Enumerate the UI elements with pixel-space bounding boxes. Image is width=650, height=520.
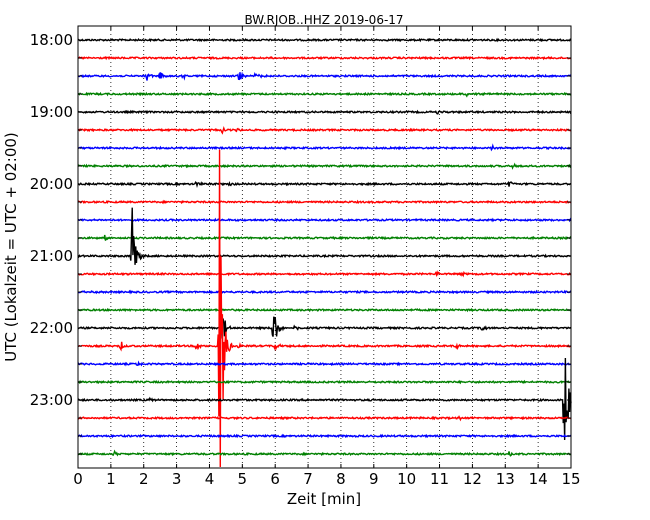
trace-line: [77, 125, 572, 135]
x-tick-label: 10: [397, 470, 416, 488]
trace-line: [77, 415, 572, 422]
x-tick-label: 2: [139, 470, 149, 488]
x-tick-label: 13: [496, 470, 515, 488]
x-tick-label: 8: [336, 470, 346, 488]
trace-line: [77, 307, 572, 313]
trace-line: [77, 360, 572, 367]
trace-line: [77, 180, 572, 188]
trace-line: [77, 207, 572, 265]
trace-line: [77, 199, 572, 205]
trace-line: [77, 109, 572, 115]
x-tick-label: 1: [106, 470, 116, 488]
trace-line: [77, 379, 572, 385]
trace-layer: [77, 37, 572, 468]
plot-frame: [77, 25, 572, 469]
trace-line: [77, 316, 572, 339]
trace-line: [77, 162, 572, 170]
trace-line: [77, 449, 572, 457]
trace-line: [77, 143, 572, 152]
x-tick-label: 11: [430, 470, 449, 488]
trace-line: [77, 289, 572, 295]
x-tick-label: 0: [73, 470, 83, 488]
y-axis-label: UTC (Lokalzeit = UTC + 02:00): [2, 132, 20, 362]
y-tick-label: 22:00: [30, 319, 73, 337]
trace-line: [77, 37, 572, 43]
grid-layer: [110, 26, 539, 468]
y-tick-label: 19:00: [30, 103, 73, 121]
y-tick-label: 23:00: [30, 391, 73, 409]
tick-layer: 0 1 2 3 4 5 6 7 8 9 10 11 12 13 14 1518:0019:0020:0021:…: [30, 26, 581, 488]
x-tick-label: 3: [172, 470, 182, 488]
chart-title: BW.RJOB..HHZ 2019-06-17: [244, 13, 403, 27]
trace-line: [77, 234, 572, 242]
x-tick-label: 5: [238, 470, 248, 488]
y-tick-label: 21:00: [30, 247, 73, 265]
trace-line: [77, 270, 572, 278]
x-tick-label: 15: [561, 470, 580, 488]
trace-line: [77, 357, 572, 440]
trace-line: [77, 217, 572, 223]
x-tick-label: 14: [529, 470, 548, 488]
x-tick-label: 9: [369, 470, 379, 488]
trace-line: [77, 433, 572, 439]
x-tick-label: 7: [303, 470, 313, 488]
trace-line: [77, 91, 572, 98]
x-tick-label: 6: [270, 470, 280, 488]
trace-line: [77, 55, 572, 61]
trace-line: [77, 71, 572, 81]
x-tick-label: 4: [205, 470, 215, 488]
x-axis-label: Zeit [min]: [287, 490, 361, 508]
y-tick-label: 18:00: [30, 31, 73, 49]
x-tick-label: 12: [463, 470, 482, 488]
trace-line: [77, 149, 572, 468]
y-tick-label: 20:00: [30, 175, 73, 193]
